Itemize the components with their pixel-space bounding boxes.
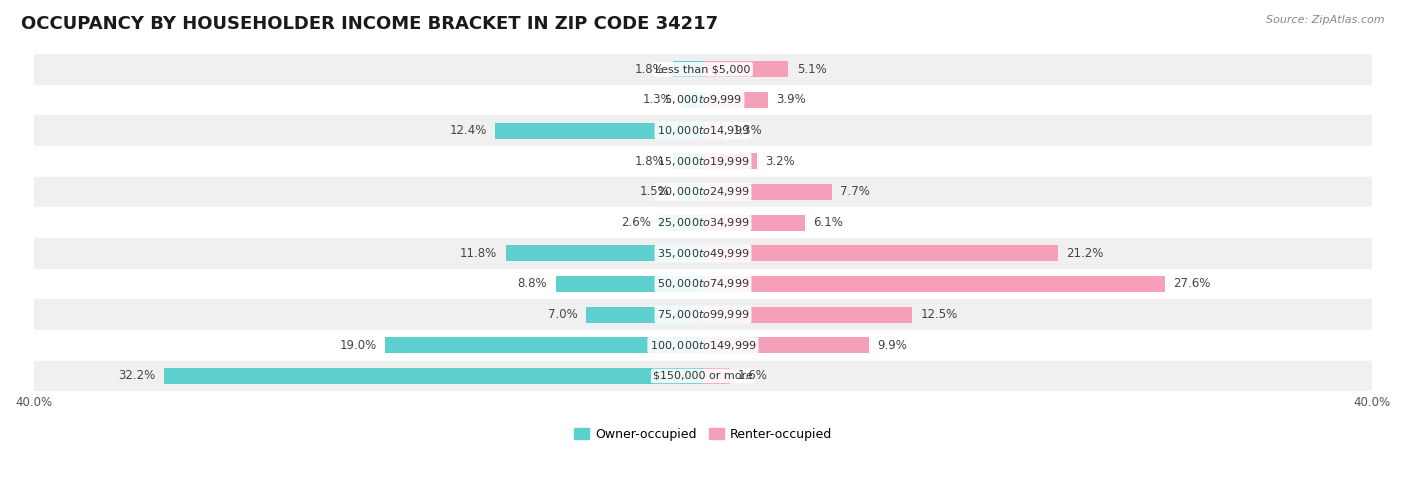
Bar (34, 115, 1372, 146)
Text: $5,000 to $9,999: $5,000 to $9,999 (664, 94, 742, 107)
Text: 3.9%: 3.9% (776, 94, 807, 107)
Bar (673, 153, 703, 169)
Text: 1.8%: 1.8% (634, 155, 665, 168)
Bar (678, 184, 703, 200)
Text: OCCUPANCY BY HOUSEHOLDER INCOME BRACKET IN ZIP CODE 34217: OCCUPANCY BY HOUSEHOLDER INCOME BRACKET … (21, 15, 718, 33)
Bar (165, 368, 703, 384)
Bar (385, 337, 703, 353)
Text: 11.8%: 11.8% (460, 247, 498, 260)
Bar (659, 215, 703, 230)
Bar (703, 245, 1057, 261)
Bar (34, 146, 1372, 177)
Text: 21.2%: 21.2% (1066, 247, 1104, 260)
Bar (682, 92, 703, 108)
Bar (34, 269, 1372, 300)
Text: 12.5%: 12.5% (921, 308, 957, 321)
Text: $10,000 to $14,999: $10,000 to $14,999 (657, 124, 749, 137)
Text: 1.6%: 1.6% (738, 370, 768, 382)
Bar (34, 360, 1372, 391)
Text: $25,000 to $34,999: $25,000 to $34,999 (657, 216, 749, 229)
Text: 8.8%: 8.8% (517, 278, 547, 290)
Bar (34, 177, 1372, 207)
Text: $50,000 to $74,999: $50,000 to $74,999 (657, 278, 749, 290)
Bar (34, 238, 1372, 269)
Text: 5.1%: 5.1% (797, 63, 827, 76)
Text: 12.4%: 12.4% (450, 124, 486, 137)
Bar (703, 337, 869, 353)
Bar (555, 276, 703, 292)
Text: $35,000 to $49,999: $35,000 to $49,999 (657, 247, 749, 260)
Bar (673, 61, 703, 77)
Text: Less than $5,000: Less than $5,000 (655, 64, 751, 75)
Bar (495, 123, 703, 139)
Bar (703, 368, 730, 384)
Bar (703, 153, 756, 169)
Text: 1.8%: 1.8% (634, 63, 665, 76)
Text: 2.6%: 2.6% (621, 216, 651, 229)
Text: 6.1%: 6.1% (814, 216, 844, 229)
Bar (703, 307, 912, 322)
Text: 3.2%: 3.2% (765, 155, 794, 168)
Bar (703, 276, 1166, 292)
Text: 32.2%: 32.2% (118, 370, 156, 382)
Bar (703, 215, 806, 230)
Text: $150,000 or more: $150,000 or more (654, 371, 752, 381)
Text: 9.9%: 9.9% (877, 339, 907, 352)
Bar (586, 307, 703, 322)
Bar (703, 123, 724, 139)
Bar (34, 85, 1372, 115)
Text: 7.0%: 7.0% (548, 308, 578, 321)
Bar (703, 61, 789, 77)
Bar (34, 300, 1372, 330)
Bar (506, 245, 703, 261)
Text: 19.0%: 19.0% (339, 339, 377, 352)
Legend: Owner-occupied, Renter-occupied: Owner-occupied, Renter-occupied (568, 423, 838, 446)
Text: 1.3%: 1.3% (733, 124, 763, 137)
Text: 27.6%: 27.6% (1173, 278, 1211, 290)
Bar (34, 54, 1372, 85)
Bar (703, 184, 832, 200)
Text: $15,000 to $19,999: $15,000 to $19,999 (657, 155, 749, 168)
Text: 1.5%: 1.5% (640, 186, 669, 198)
Bar (34, 207, 1372, 238)
Text: $20,000 to $24,999: $20,000 to $24,999 (657, 186, 749, 198)
Bar (703, 92, 768, 108)
Text: $75,000 to $99,999: $75,000 to $99,999 (657, 308, 749, 321)
Text: Source: ZipAtlas.com: Source: ZipAtlas.com (1267, 15, 1385, 25)
Text: 1.3%: 1.3% (643, 94, 673, 107)
Text: 7.7%: 7.7% (841, 186, 870, 198)
Bar (34, 330, 1372, 360)
Text: $100,000 to $149,999: $100,000 to $149,999 (650, 339, 756, 352)
